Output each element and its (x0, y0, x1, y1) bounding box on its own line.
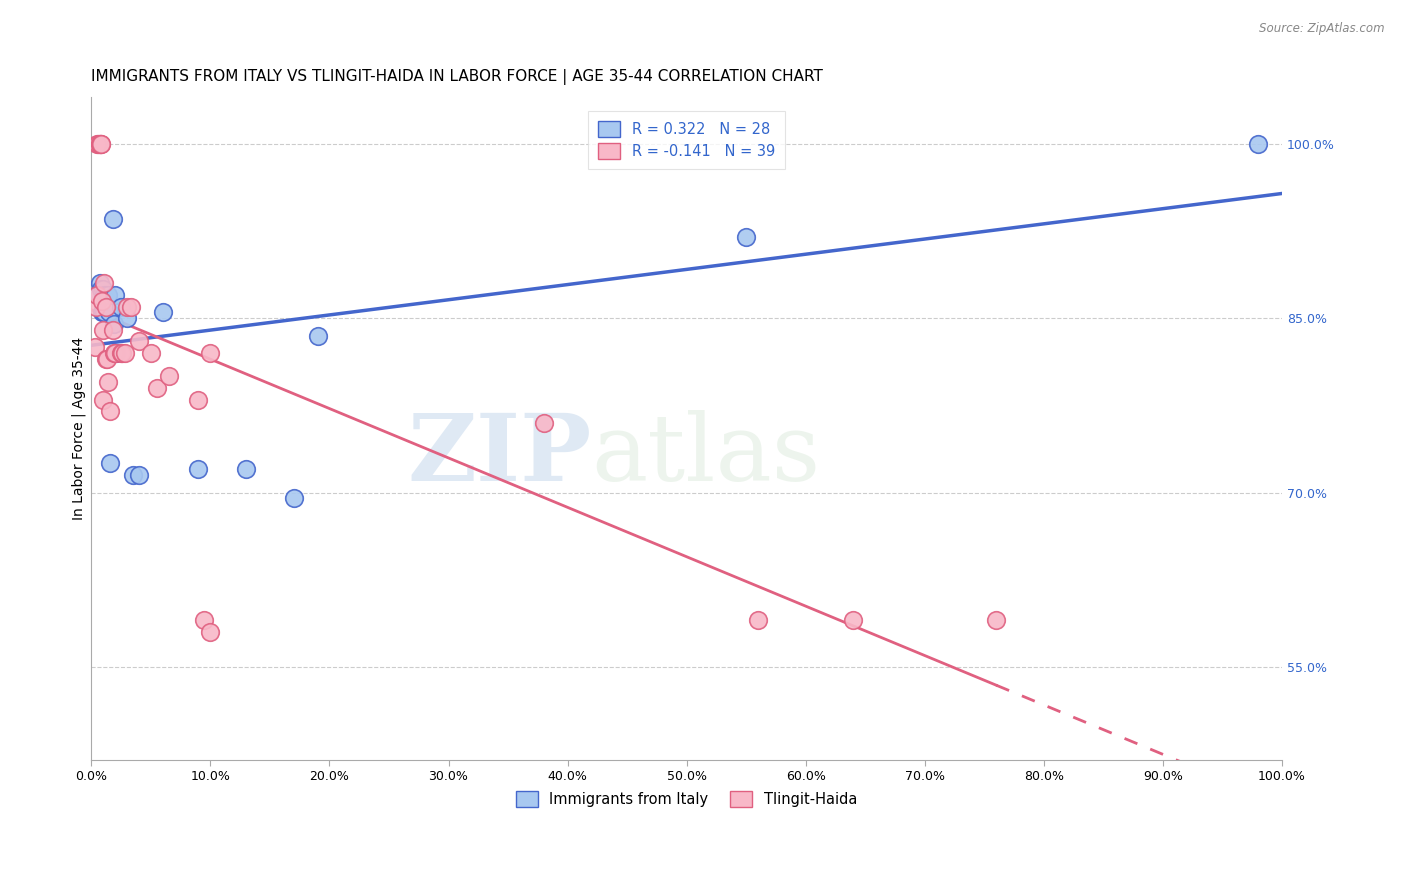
Point (187, 392, 209, 407)
Point (103, 317, 125, 331)
Point (283, 491, 305, 506)
Point (98, 457, 121, 471)
Point (91, 305, 114, 319)
Point (110, 346, 132, 360)
Point (97, 375, 120, 389)
Point (533, 416, 555, 430)
Point (120, 300, 142, 314)
Point (83, 340, 105, 354)
Point (146, 381, 169, 395)
Point (86, 288, 108, 302)
Point (93, 288, 115, 302)
Text: ZIP: ZIP (408, 410, 592, 500)
Point (200, 625, 222, 640)
Point (84, 300, 107, 314)
Point (103, 346, 125, 360)
Point (93, 305, 115, 319)
Point (104, 288, 127, 302)
Point (89, 136, 111, 151)
Point (200, 346, 222, 360)
Point (94, 288, 117, 302)
Point (115, 311, 138, 326)
Point (1247, 136, 1270, 151)
Point (86, 288, 108, 302)
Point (735, 229, 758, 244)
Point (96, 351, 118, 366)
Point (90, 282, 112, 296)
Point (110, 300, 132, 314)
Text: IMMIGRANTS FROM ITALY VS TLINGIT-HAIDA IN LABOR FORCE | AGE 35-44 CORRELATION CH: IMMIGRANTS FROM ITALY VS TLINGIT-HAIDA I… (91, 69, 823, 85)
Text: Source: ZipAtlas.com: Source: ZipAtlas.com (1260, 22, 1385, 36)
Point (96, 293, 118, 308)
Point (187, 462, 209, 476)
Point (193, 614, 215, 628)
Point (115, 300, 138, 314)
Text: atlas: atlas (592, 410, 821, 500)
Point (94, 351, 117, 366)
Point (114, 346, 136, 360)
Point (90, 136, 112, 151)
Legend: Immigrants from Italy, Tlingit-Haida: Immigrants from Italy, Tlingit-Haida (510, 785, 863, 813)
Point (90, 136, 112, 151)
Point (87, 136, 110, 151)
Point (111, 346, 134, 360)
Point (86, 136, 108, 151)
Point (94, 300, 117, 314)
Point (128, 468, 150, 483)
Point (104, 346, 127, 360)
Point (235, 462, 257, 476)
Point (91, 323, 114, 337)
Point (89, 277, 111, 291)
Point (91, 392, 114, 407)
Point (986, 614, 1008, 628)
Point (747, 614, 769, 628)
Point (842, 614, 865, 628)
Point (157, 369, 180, 384)
Point (91, 293, 114, 308)
Point (91, 305, 114, 319)
Point (91, 282, 114, 296)
Point (122, 468, 145, 483)
Point (128, 334, 150, 349)
Point (93, 277, 115, 291)
Point (101, 212, 124, 227)
Y-axis label: In Labor Force | Age 35-44: In Labor Force | Age 35-44 (72, 337, 86, 520)
Point (98, 305, 121, 319)
Point (97, 288, 120, 302)
Point (139, 346, 162, 360)
Point (152, 305, 174, 319)
Point (89, 136, 111, 151)
Point (98, 404, 121, 418)
Point (101, 323, 124, 337)
Point (105, 346, 128, 360)
Point (307, 328, 329, 343)
